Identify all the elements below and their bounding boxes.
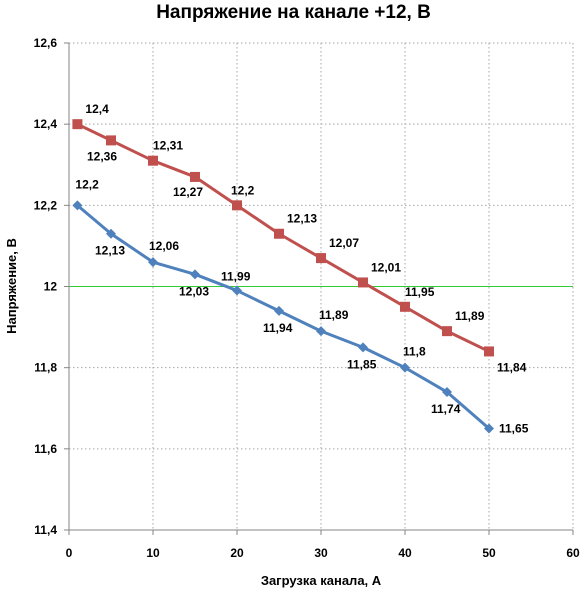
data-label: 12,2 (75, 177, 99, 191)
data-point-marker (316, 326, 326, 337)
data-label: 12,07 (329, 236, 359, 250)
data-labels: 12,4 12,36 12,31 12,27 12,2 12,13 12,07 12,01 11… (75, 102, 528, 435)
data-point-marker (106, 228, 116, 239)
x-tick-label: 20 (230, 546, 244, 560)
data-point-marker (190, 171, 200, 182)
data-point-marker (232, 285, 242, 296)
data-label: 12,13 (287, 212, 317, 226)
data-point-marker (400, 301, 410, 312)
data-label: 12,2 (231, 183, 255, 197)
x-tick-label: 30 (314, 546, 328, 560)
data-point-marker (484, 423, 494, 434)
chart-title: Напряжение на канале +12, В (156, 2, 431, 23)
data-label: 12,36 (87, 149, 117, 163)
y-tick-label: 11,4 (34, 523, 57, 537)
x-tick-label: 10 (146, 546, 160, 560)
data-label: 11,95 (405, 285, 435, 299)
y-tick-label: 12,4 (34, 117, 58, 131)
data-label: 12,13 (95, 244, 125, 258)
data-label: 12,03 (179, 284, 209, 298)
data-label: 12,31 (153, 139, 183, 153)
data-point-marker (400, 362, 410, 373)
data-label: 11,65 (499, 422, 529, 436)
data-point-marker (484, 346, 494, 357)
data-label: 11,99 (221, 270, 251, 284)
data-label: 12,06 (149, 239, 179, 253)
data-label: 11,89 (319, 308, 349, 322)
data-label: 11,74 (431, 402, 461, 416)
data-point-marker (106, 135, 116, 146)
data-point-marker (358, 277, 368, 288)
data-point-marker (316, 253, 326, 264)
data-point-marker (148, 257, 158, 268)
y-tick-label: 11,6 (34, 442, 57, 456)
data-point-marker (190, 269, 200, 280)
data-point-marker (274, 228, 284, 239)
data-label: 11,89 (455, 309, 485, 323)
y-tick-label: 12 (44, 280, 58, 294)
x-tick-label: 40 (398, 546, 412, 560)
data-point-marker (72, 119, 83, 130)
data-point-marker (232, 200, 242, 211)
x-tick-label: 0 (66, 546, 73, 560)
axes: 0 10 20 30 40 50 60 11,4 11,6 11,8 12 12,2 12,4 12,6 (34, 36, 580, 560)
data-label: 11,8 (403, 345, 426, 359)
x-tick-label: 60 (566, 546, 580, 560)
series-layer (72, 119, 494, 434)
data-point-marker (148, 155, 158, 166)
data-label: 12,4 (85, 102, 109, 116)
x-tick-label: 50 (482, 546, 496, 560)
data-label: 12,27 (173, 185, 203, 199)
series-line (76, 204, 490, 430)
data-label: 12,01 (371, 260, 401, 274)
x-axis-title: Загрузка канала, А (261, 573, 382, 588)
data-point-marker (274, 305, 284, 316)
y-tick-label: 12,6 (34, 36, 58, 50)
y-axis-title: Напряжение, В (4, 238, 19, 334)
data-label: 11,85 (347, 357, 377, 371)
data-label: 11,94 (263, 321, 293, 335)
y-tick-label: 11,8 (34, 361, 57, 375)
data-label: 11,84 (497, 360, 527, 374)
data-point-marker (442, 326, 452, 337)
data-point-marker (72, 200, 83, 211)
data-point-marker (442, 387, 452, 398)
data-point-marker (358, 342, 368, 353)
y-tick-label: 12,2 (34, 198, 58, 212)
